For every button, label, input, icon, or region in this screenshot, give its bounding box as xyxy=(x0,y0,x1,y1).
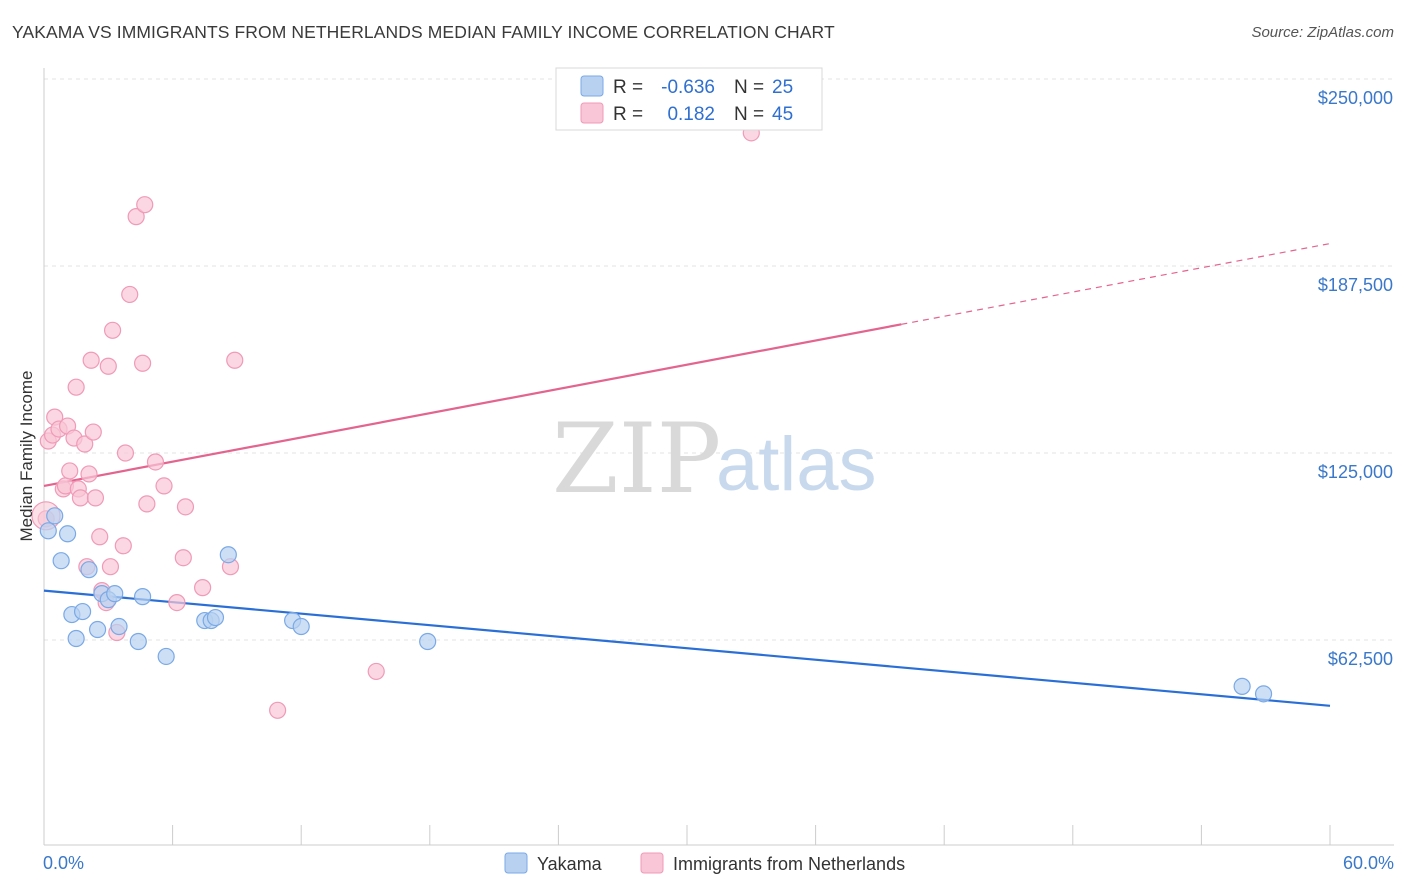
data-point xyxy=(219,546,237,564)
y-tick-labels: $62,500 $125,000 $187,500 $250,000 xyxy=(1318,88,1393,669)
data-point xyxy=(367,662,385,681)
data-point xyxy=(46,507,64,525)
data-point xyxy=(71,489,90,507)
y-tick-label: $250,000 xyxy=(1318,88,1393,108)
data-point xyxy=(82,351,100,369)
data-point xyxy=(292,617,310,636)
legend-swatch-netherlands xyxy=(580,102,604,124)
stats-legend: R = -0.636 N = 25 R = 0.182 N = 45 xyxy=(555,67,823,131)
series-yakama xyxy=(39,507,1273,703)
legend-r-value-2: 0.182 xyxy=(667,104,715,125)
data-point xyxy=(129,632,147,651)
data-point xyxy=(176,498,195,516)
legend-n-label-1: N = xyxy=(734,77,764,98)
data-point xyxy=(226,351,244,369)
trend-lines xyxy=(43,242,1331,707)
bottom-legend-yakama: Yakama xyxy=(537,854,603,874)
data-point xyxy=(80,561,98,579)
y-tick-label: $187,500 xyxy=(1318,275,1393,295)
data-point xyxy=(67,629,85,648)
data-point xyxy=(61,462,79,480)
watermark: ZIP atlas xyxy=(552,403,877,515)
data-point xyxy=(133,588,152,606)
y-axis-title: Median Family Income xyxy=(17,370,36,541)
bottom-legend-swatch-yakama xyxy=(504,852,528,874)
data-point xyxy=(174,549,192,567)
data-point xyxy=(133,354,152,372)
legend-n-label-2: N = xyxy=(734,104,764,125)
legend-r-label-2: R = xyxy=(613,104,643,125)
data-point xyxy=(121,285,139,304)
x-tick-min: 0.0% xyxy=(43,853,84,873)
legend-n-value-2: 45 xyxy=(772,104,793,125)
trend-line-0 xyxy=(43,589,1331,707)
data-point xyxy=(419,632,437,651)
data-point xyxy=(91,528,109,546)
data-point xyxy=(146,453,165,471)
data-point xyxy=(116,444,135,462)
x-tick-max: 60.0% xyxy=(1343,853,1394,873)
data-point xyxy=(58,525,77,543)
legend-swatch-yakama xyxy=(580,75,604,97)
data-point xyxy=(52,552,70,570)
data-point xyxy=(155,477,173,495)
legend-r-label-1: R = xyxy=(613,77,643,98)
data-point xyxy=(114,537,132,555)
data-point xyxy=(106,585,124,603)
data-point xyxy=(67,378,85,396)
x-ticks xyxy=(43,825,1331,845)
data-point xyxy=(138,495,156,513)
chart-title: YAKAMA VS IMMIGRANTS FROM NETHERLANDS ME… xyxy=(12,22,835,42)
data-point xyxy=(168,593,186,612)
data-point xyxy=(136,196,154,214)
bottom-legend-netherlands: Immigrants from Netherlands xyxy=(673,854,905,874)
data-point xyxy=(269,701,287,719)
data-point xyxy=(76,435,94,453)
data-point xyxy=(86,489,105,507)
data-point xyxy=(110,617,128,636)
series-legend: Yakama Immigrants from Netherlands xyxy=(504,852,905,874)
data-point xyxy=(206,608,225,627)
trend-line-extension-1 xyxy=(901,242,1331,325)
data-point xyxy=(127,208,145,226)
data-point xyxy=(194,579,212,597)
data-point xyxy=(39,522,57,540)
data-point xyxy=(101,558,120,576)
data-point xyxy=(99,357,117,375)
watermark-zip: ZIP xyxy=(552,403,721,515)
legend-r-value-1: -0.636 xyxy=(661,77,715,98)
data-point xyxy=(103,321,122,339)
trend-line-1 xyxy=(43,323,902,487)
chart-source: Source: ZipAtlas.com xyxy=(1251,24,1394,41)
y-tick-label: $62,500 xyxy=(1328,649,1393,669)
data-point xyxy=(73,602,92,621)
data-point xyxy=(157,647,175,666)
data-point xyxy=(88,620,107,639)
data-point xyxy=(1254,685,1273,703)
legend-n-value-1: 25 xyxy=(772,77,793,98)
data-point xyxy=(84,423,102,441)
y-tick-label: $125,000 xyxy=(1318,462,1393,482)
bottom-legend-swatch-netherlands xyxy=(640,852,664,874)
watermark-atlas: atlas xyxy=(716,422,877,507)
data-point xyxy=(80,465,98,483)
data-point xyxy=(1233,677,1251,695)
